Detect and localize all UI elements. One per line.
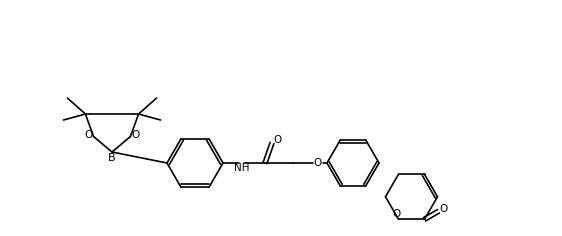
Text: O: O [84,130,93,139]
Text: O: O [132,130,139,139]
Text: B: B [108,153,116,163]
Text: O: O [314,158,322,168]
Text: O: O [439,204,447,214]
Text: O: O [392,209,401,219]
Text: O: O [273,135,281,145]
Text: NH: NH [234,163,250,173]
